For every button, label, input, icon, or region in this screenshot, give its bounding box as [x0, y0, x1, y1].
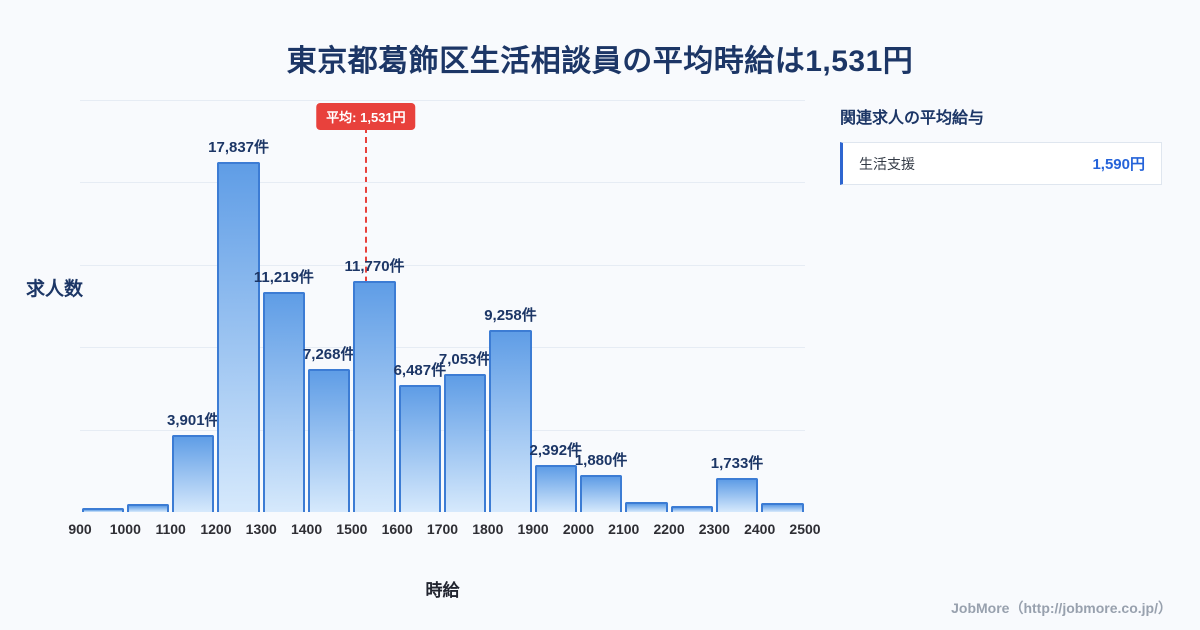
footer-credit: JobMore（http://jobmore.co.jp/）: [951, 600, 1172, 616]
x-axis-tick: 1400: [290, 521, 323, 537]
bar-value-label: 7,268件: [302, 346, 356, 363]
histogram-bar: [172, 435, 215, 512]
bar-value-label: 11,770件: [344, 258, 405, 275]
histogram-bar: [262, 292, 306, 512]
histogram-bar: [217, 162, 260, 512]
x-axis-tick: 2500: [789, 521, 821, 537]
bar-value-label: 1,880件: [574, 452, 628, 469]
bar-value-label: 6,487件: [393, 362, 447, 379]
histogram-bar: [670, 506, 713, 512]
bar-value-label: 9,258件: [484, 307, 537, 324]
gridline: [80, 429, 805, 431]
x-axis-tick: 2000: [562, 521, 595, 537]
page-title: 東京都葛飾区生活相談員の平均時給は1,531円: [286, 45, 914, 78]
bar-value-label: 3,901件: [167, 412, 220, 429]
histogram-bar: [761, 503, 804, 512]
x-axis-tick: 2200: [653, 521, 685, 537]
histogram-bar: [489, 330, 532, 512]
related-salary-card: 生活支援 1,590円: [840, 142, 1162, 185]
histogram-bar: [715, 478, 759, 512]
gridline: [80, 347, 805, 349]
x-axis-tick: 2400: [744, 521, 776, 537]
bar-value-label: 7,053件: [438, 351, 492, 368]
histogram-bar: [534, 465, 577, 512]
related-job-name: 生活支援: [859, 155, 915, 172]
histogram-bar: [308, 369, 351, 512]
x-axis-tick: 1900: [517, 521, 549, 537]
x-axis-tick: 1200: [200, 521, 232, 537]
y-axis-label: 求人数: [26, 279, 84, 300]
x-axis-tick: 1800: [472, 521, 504, 537]
bar-value-label: 11,219件: [253, 269, 314, 286]
histogram-bar: [579, 475, 623, 512]
histogram-bar: [353, 281, 396, 512]
histogram-bar: [625, 502, 668, 512]
average-badge: 平均: 1,531円: [316, 103, 416, 130]
x-axis-tick: 1600: [381, 521, 413, 537]
x-axis-tick: 1700: [426, 521, 459, 537]
x-axis-tick: 1500: [336, 521, 368, 537]
bar-value-label: 1,733件: [710, 455, 764, 472]
gridline: [80, 100, 805, 101]
x-axis-tick: 2300: [698, 521, 730, 537]
x-axis-label: 時給: [425, 581, 460, 600]
related-job-salary: 1,590円: [1092, 156, 1145, 173]
histogram-bar: [398, 385, 441, 512]
bar-value-label: 2,392件: [529, 442, 583, 459]
x-axis-tick: 900: [68, 521, 92, 537]
x-axis-tick: 2100: [608, 521, 640, 537]
histogram-bar: [126, 504, 170, 512]
histogram-chart: 平均: 1,531円 3,901件 17,837件 11,219件 7,268件 11,…: [68, 100, 821, 537]
histogram-bar: [444, 374, 487, 512]
gridline: [80, 264, 805, 266]
gridline: [80, 182, 805, 184]
x-axis-tick: 1000: [109, 521, 141, 537]
histogram-bar: [81, 508, 124, 512]
x-axis-tick: 1100: [155, 521, 186, 537]
x-axis-tick: 1300: [245, 521, 277, 537]
bar-value-label: 17,837件: [208, 139, 270, 156]
side-panel-heading: 関連求人の平均給与: [840, 110, 985, 127]
